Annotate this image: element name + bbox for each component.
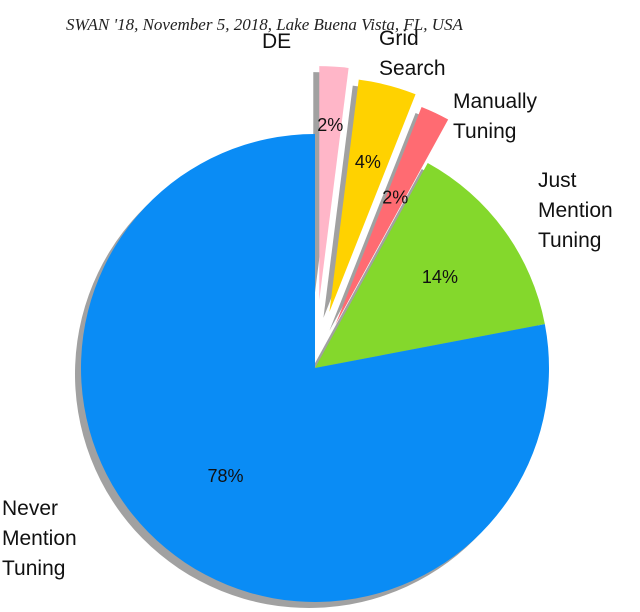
value-label: 2% bbox=[382, 188, 408, 208]
category-label: DE bbox=[262, 30, 291, 53]
value-label: 4% bbox=[355, 152, 381, 172]
slice bbox=[315, 162, 545, 368]
slice bbox=[329, 79, 416, 312]
labels: 2% DE 4% Grid Search 2% Manually Tuning 14% Just M… bbox=[2, 27, 613, 580]
category-label: Grid Search bbox=[379, 27, 446, 80]
category-label: Just Mention Tuning bbox=[538, 169, 613, 252]
slice bbox=[80, 134, 550, 603]
value-label: 78% bbox=[207, 466, 243, 486]
slices bbox=[80, 66, 550, 603]
value-label: 2% bbox=[317, 115, 343, 135]
category-label: Manually Tuning bbox=[453, 90, 538, 143]
page-header: SWAN '18, November 5, 2018, Lake Buena V… bbox=[66, 15, 463, 34]
slice bbox=[319, 66, 349, 301]
slice bbox=[335, 107, 449, 325]
value-label: 14% bbox=[422, 267, 458, 287]
category-label: Never Mention Tuning bbox=[2, 497, 77, 580]
